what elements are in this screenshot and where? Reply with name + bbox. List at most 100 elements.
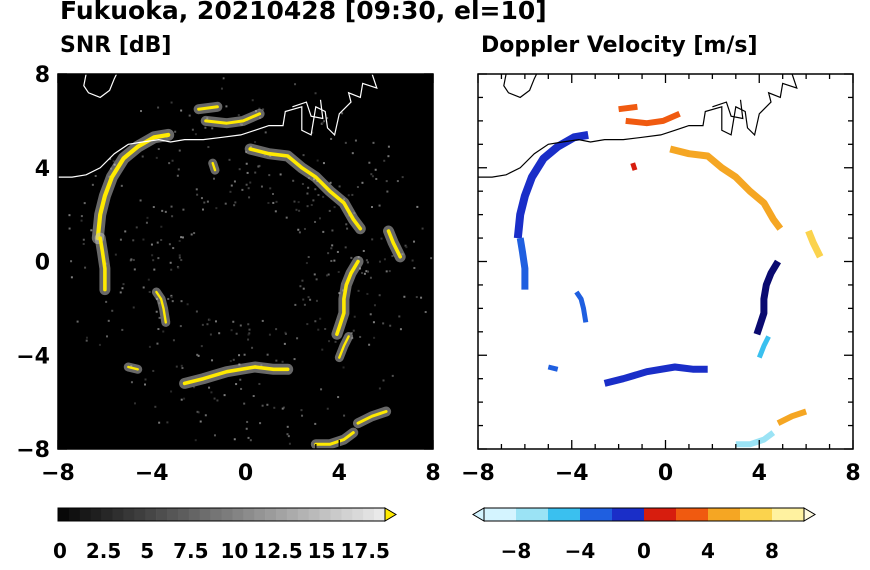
noise-pixel — [331, 229, 334, 232]
noise-pixel — [245, 162, 248, 165]
noise-pixel — [206, 200, 209, 203]
echo-arc — [630, 162, 638, 171]
x-tick-label: −4 — [555, 461, 589, 486]
noise-pixel — [107, 319, 110, 322]
noise-pixel — [105, 335, 108, 338]
noise-pixel — [326, 117, 329, 120]
noise-pixel — [68, 227, 71, 230]
noise-pixel — [239, 324, 242, 327]
noise-pixel — [247, 436, 250, 439]
noise-pixel — [383, 258, 386, 261]
noise-pixel — [249, 181, 252, 184]
noise-pixel — [212, 177, 215, 180]
noise-pixel — [266, 403, 269, 406]
noise-pixel — [158, 421, 161, 424]
noise-pixel — [354, 139, 357, 142]
snr-panel-title: SNR [dB] — [60, 33, 172, 58]
noise-pixel — [80, 215, 83, 218]
echo-arc — [356, 410, 388, 425]
noise-pixel — [254, 171, 257, 174]
noise-pixel — [220, 87, 223, 90]
colorbar-cell — [492, 508, 501, 521]
noise-pixel — [160, 225, 163, 228]
noise-pixel — [252, 395, 255, 398]
colorbar-cell — [564, 508, 573, 521]
noise-pixel — [297, 228, 300, 231]
colorbar-cell — [684, 508, 693, 521]
noise-pixel — [388, 270, 391, 273]
colorbar-cell — [588, 508, 597, 521]
noise-pixel — [181, 367, 184, 370]
noise-pixel — [119, 291, 122, 294]
noise-pixel — [201, 323, 204, 326]
echo-arc — [547, 364, 559, 372]
noise-pixel — [170, 390, 173, 393]
noise-pixel — [157, 257, 160, 260]
noise-pixel — [371, 238, 374, 241]
noise-pixel — [268, 174, 271, 177]
colorbar-cell — [330, 508, 342, 521]
noise-pixel — [338, 292, 341, 295]
noise-pixel — [213, 434, 216, 437]
colorbar-cell — [644, 508, 653, 521]
noise-pixel — [251, 346, 254, 349]
noise-pixel — [208, 318, 211, 321]
colorbar-extend-arrow — [472, 507, 485, 522]
noise-pixel — [142, 238, 145, 241]
noise-pixel — [134, 402, 137, 405]
noise-pixel — [112, 160, 115, 163]
echo-arc — [669, 145, 784, 231]
noise-pixel — [180, 364, 183, 367]
noise-pixel — [347, 194, 350, 197]
noise-pixel — [303, 303, 306, 306]
noise-pixel — [152, 369, 155, 372]
noise-pixel — [303, 227, 306, 230]
noise-pixel — [296, 337, 299, 340]
noise-pixel — [398, 315, 401, 318]
noise-pixel — [156, 342, 159, 345]
noise-pixel — [200, 197, 203, 200]
noise-pixel — [311, 131, 314, 134]
noise-pixel — [362, 249, 365, 252]
echo-arc — [98, 236, 107, 292]
noise-pixel — [224, 202, 227, 205]
noise-pixel — [306, 192, 309, 195]
noise-pixel — [254, 141, 257, 144]
noise-pixel — [225, 105, 228, 108]
figure-title: Fukuoka, 20210428 [09:30, el=10] — [60, 0, 547, 25]
noise-pixel — [114, 253, 117, 256]
noise-pixel — [413, 240, 416, 243]
plot-area — [58, 74, 433, 449]
noise-pixel — [405, 246, 408, 249]
noise-pixel — [94, 175, 97, 178]
noise-pixel — [404, 244, 407, 247]
noise-pixel — [111, 309, 114, 312]
noise-pixel — [374, 168, 377, 171]
colorbar-cell — [692, 508, 701, 521]
noise-pixel — [286, 433, 289, 436]
noise-pixel — [146, 216, 149, 219]
noise-pixel — [215, 207, 218, 210]
noise-pixel — [178, 254, 181, 257]
noise-pixel — [319, 317, 322, 320]
noise-pixel — [359, 335, 362, 338]
noise-pixel — [172, 339, 175, 342]
noise-pixel — [233, 438, 236, 441]
colorbar-cell — [276, 508, 288, 521]
colorbar-cell — [516, 508, 525, 521]
noise-pixel — [312, 199, 315, 202]
noise-pixel — [157, 106, 160, 109]
noise-pixel — [180, 259, 183, 262]
colorbar-cell — [156, 508, 168, 521]
echo-arc — [314, 431, 355, 446]
noise-pixel — [299, 285, 302, 288]
noise-pixel — [302, 298, 305, 301]
noise-pixel — [247, 323, 250, 326]
x-tick-label: −4 — [135, 461, 169, 486]
noise-pixel — [343, 414, 346, 417]
noise-pixel — [237, 114, 240, 117]
noise-pixel — [144, 383, 147, 386]
noise-pixel — [321, 348, 324, 351]
echo-arc — [127, 365, 139, 371]
noise-pixel — [193, 232, 196, 235]
